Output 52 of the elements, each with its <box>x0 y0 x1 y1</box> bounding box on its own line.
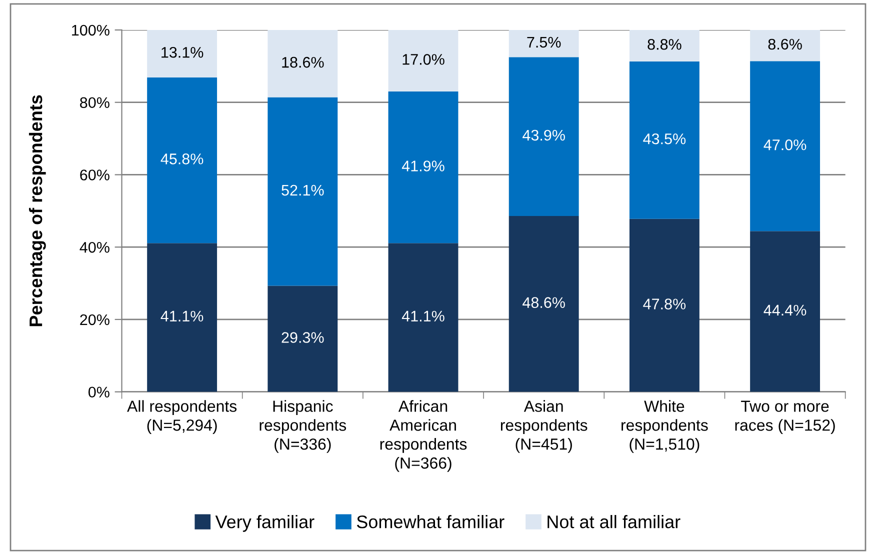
bar <box>750 61 820 232</box>
y-tick-label: 60% <box>80 170 110 180</box>
x-tick-label: Asian respondents (N=451) <box>500 400 588 453</box>
bar <box>508 57 579 216</box>
data-label: 8.8% <box>648 38 682 50</box>
bar <box>147 30 218 78</box>
data-label: 18.6% <box>282 56 324 68</box>
bar <box>147 77 218 244</box>
data-label: 13.1% <box>162 46 204 58</box>
data-label: 17.0% <box>402 54 444 65</box>
x-tick-label: African American respondents (N=366) <box>380 400 467 472</box>
y-tick-label: 80% <box>80 97 110 108</box>
bar <box>388 30 458 92</box>
bar <box>508 30 579 58</box>
bar <box>268 286 338 392</box>
x-tick-label: All respondents (N=5,294) <box>127 400 237 434</box>
data-label: 8.6% <box>768 38 802 50</box>
x-tick-label: Two or more races (N=152) <box>735 400 835 434</box>
y-tick-label: 0% <box>88 386 110 398</box>
data-label: 41.1% <box>402 310 444 322</box>
bar <box>388 91 458 244</box>
bar <box>629 218 700 392</box>
legend-label: Very familiar <box>215 514 314 532</box>
data-label: 41.1% <box>160 310 204 322</box>
data-label: 43.9% <box>522 130 565 141</box>
data-label: 43.5% <box>643 133 686 144</box>
data-label: 52.1% <box>282 184 324 196</box>
data-label: 41.9% <box>402 160 444 172</box>
data-label: 7.5% <box>527 36 561 48</box>
data-label: 47.8% <box>643 298 686 310</box>
y-tick-label: 20% <box>80 314 110 326</box>
legend-label: Somewhat familiar <box>356 514 504 528</box>
bar <box>147 243 218 392</box>
bar <box>508 216 579 392</box>
data-label: 48.6% <box>522 297 565 308</box>
bar <box>629 61 700 219</box>
legend-label: Not at all familiar <box>548 514 680 528</box>
data-label: 44.4% <box>764 304 806 316</box>
bar <box>268 30 338 98</box>
bar <box>750 30 820 62</box>
bar <box>629 30 700 62</box>
bar <box>268 97 338 286</box>
y-tick-label: 100% <box>72 24 110 36</box>
data-label: 29.3% <box>282 332 324 343</box>
x-tick-label: Hispanic respondents (N=336) <box>260 400 346 453</box>
bar <box>388 243 458 392</box>
bar <box>750 231 820 392</box>
x-tick-label: White respondents (N=1,510) <box>622 400 708 453</box>
y-tick-label: 40% <box>80 242 110 253</box>
data-label: 45.8% <box>160 154 204 164</box>
y-axis-title: Percentage of respondents <box>28 95 46 326</box>
data-label: 47.0% <box>764 139 806 150</box>
